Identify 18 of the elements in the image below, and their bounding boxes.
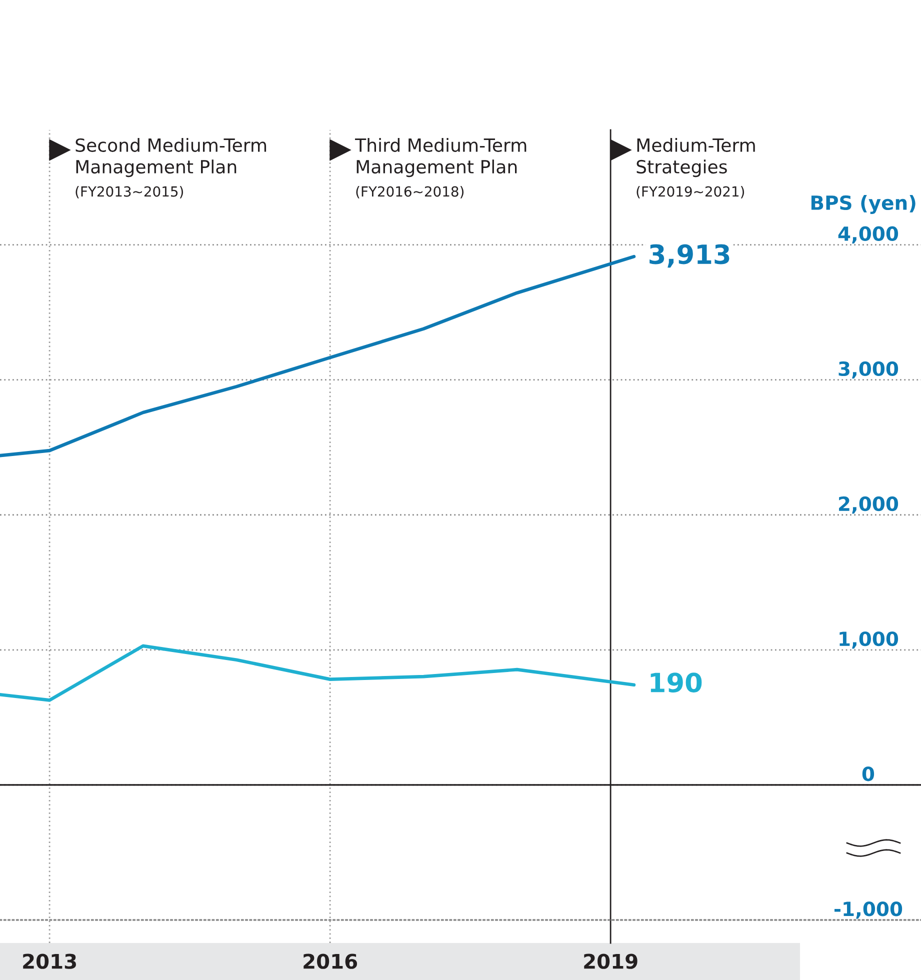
y-tick-label: -1,000 xyxy=(834,902,902,919)
ref-line-label: Third Medium-Term Management Plan xyxy=(355,138,526,178)
annotation: (FY2019~2021) xyxy=(636,186,744,198)
x-tick-label: 2013 xyxy=(23,954,76,969)
x-tick-label: 2016 xyxy=(304,954,358,969)
annotation: (FY2016~2018) xyxy=(356,186,464,198)
y-axis-title: BPS (yen) xyxy=(811,195,916,214)
y-tick-label: 3,000 xyxy=(838,361,898,379)
y-tick-label: 0 xyxy=(862,766,874,782)
data-label: 3,913 xyxy=(650,244,730,268)
ref-line-label: Second Medium-Term Management Plan xyxy=(76,138,266,178)
y-tick-label: 1,000 xyxy=(840,631,898,649)
x-tick-label: 2019 xyxy=(584,954,638,969)
annotation: 190 xyxy=(650,672,702,693)
annotation: (FY2013~2015) xyxy=(76,186,184,198)
y-tick-label: 4,000 xyxy=(838,226,898,244)
ref-line-label: Medium-Term Strategies xyxy=(636,138,755,178)
y-tick-label: 2,000 xyxy=(839,496,898,514)
